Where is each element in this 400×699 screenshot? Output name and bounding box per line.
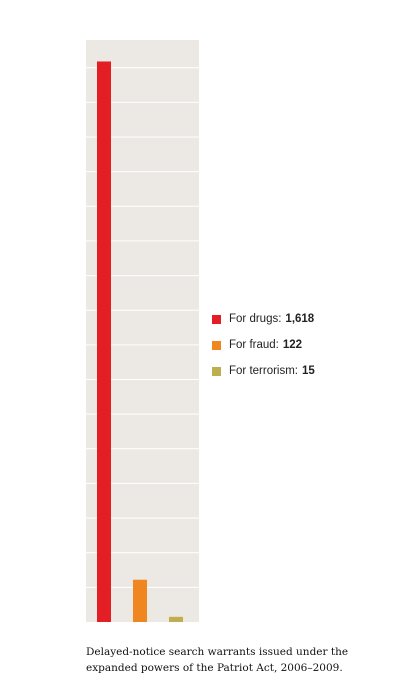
legend: For drugs: 1,618 For fraud: 122 For terr… — [212, 306, 315, 384]
legend-swatch-terrorism — [212, 366, 221, 376]
legend-swatch-fraud — [212, 340, 221, 350]
bar-fraud — [133, 579, 147, 622]
legend-value-terrorism: 15 — [302, 365, 315, 377]
legend-value-fraud: 122 — [282, 339, 303, 351]
legend-item-fraud: For fraud: 122 — [212, 332, 315, 358]
bar-drugs — [97, 61, 111, 622]
bars — [97, 61, 183, 622]
legend-label-drugs: For drugs: — [229, 313, 282, 325]
legend-swatch-drugs — [212, 314, 221, 324]
legend-item-drugs: For drugs: 1,618 — [212, 306, 315, 332]
bar-terrorism — [169, 616, 183, 622]
bar-chart — [86, 40, 199, 622]
legend-label-fraud: For fraud: — [229, 339, 279, 351]
legend-item-terrorism: For terrorism: 15 — [212, 358, 315, 384]
legend-value-drugs: 1,618 — [285, 313, 315, 325]
chart-caption: Delayed-notice search warrants issued un… — [86, 646, 349, 674]
legend-label-terrorism: For terrorism: — [229, 365, 298, 377]
